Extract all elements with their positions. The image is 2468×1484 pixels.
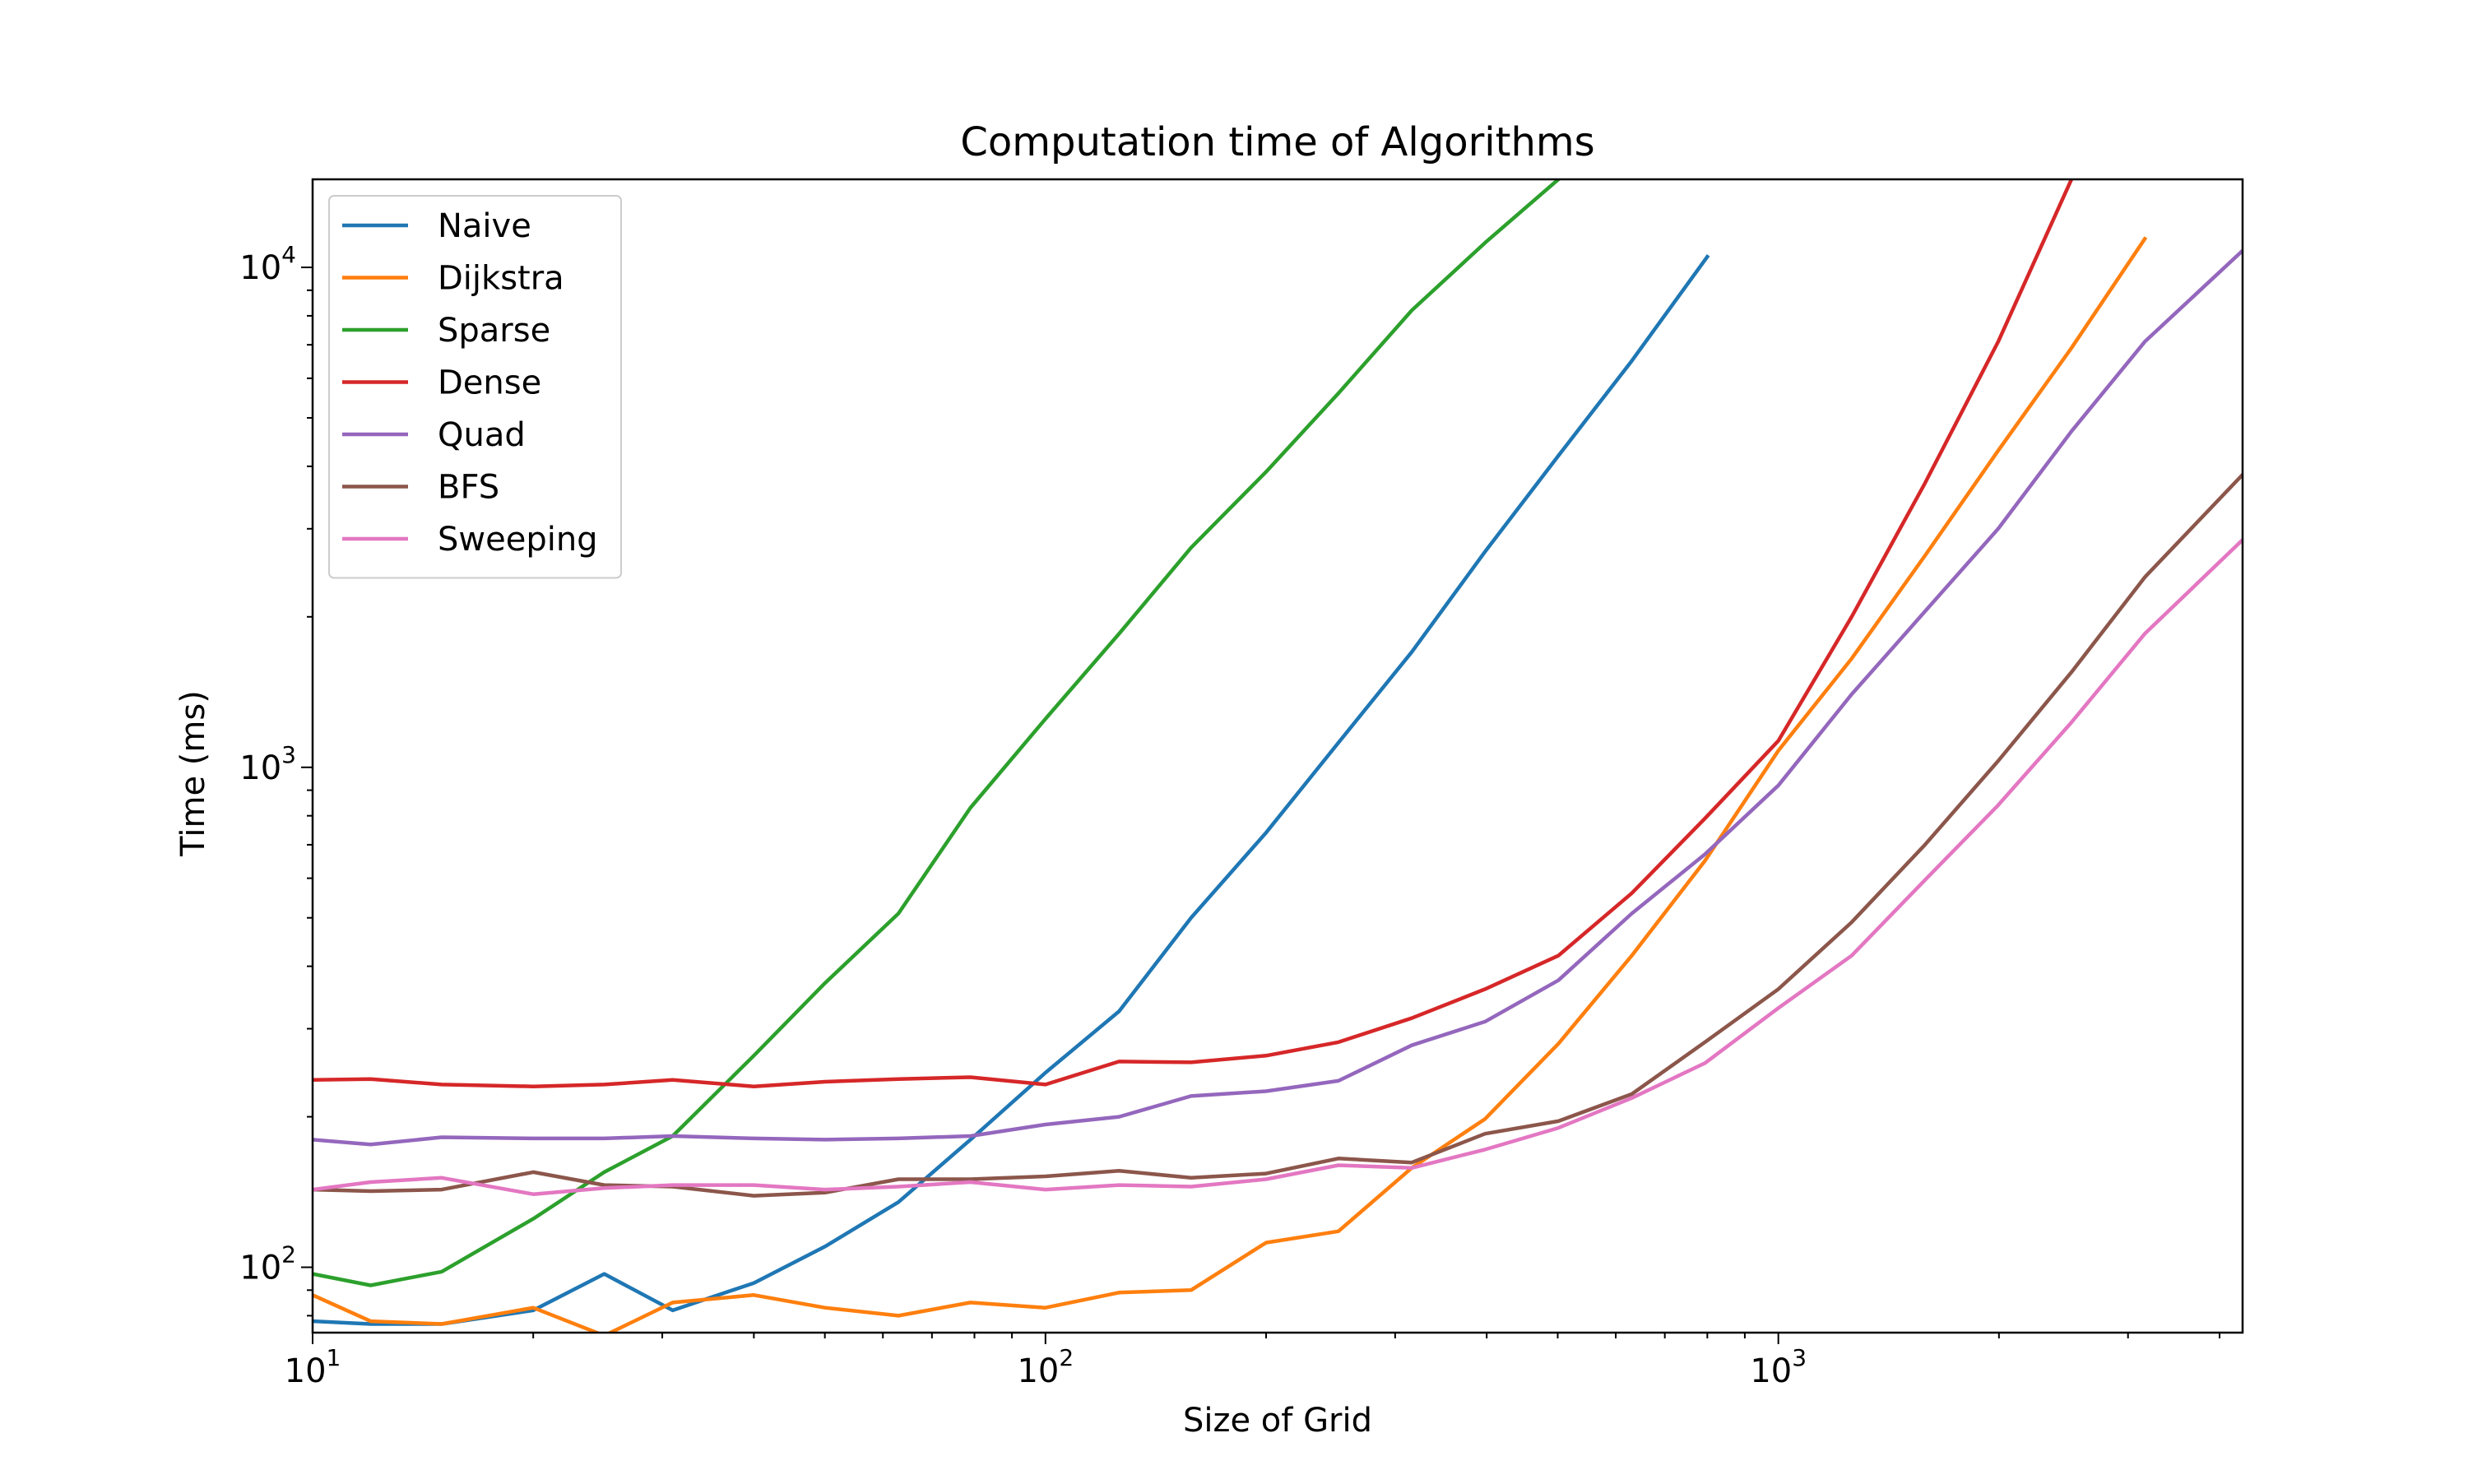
series-line-quad [313, 248, 2243, 1147]
y-axis-label: Time (ms) [174, 690, 212, 857]
y-axis-ticks: 102 103 104 [239, 241, 313, 1317]
x-tick-label: 101 [285, 1344, 341, 1390]
legend-label-bfs: BFS [438, 469, 499, 507]
x-axis-ticks: 101 102 103 [285, 1333, 2221, 1390]
series-line-dense [313, 179, 2074, 1088]
chart-title: Computation time of Algorithms [960, 119, 1594, 165]
series-line-dijkstra [313, 236, 2148, 1333]
series-line-naive [313, 253, 1710, 1326]
x-tick-label: 102 [1017, 1344, 1074, 1390]
legend-label-dijkstra: Dijkstra [438, 260, 564, 298]
legend-label-naive: Naive [438, 207, 531, 245]
legend-label-dense: Dense [438, 364, 541, 402]
legend-label-sweeping: Sweeping [438, 521, 598, 559]
y-tick-label: 102 [239, 1241, 296, 1287]
series-line-sparse [313, 179, 1561, 1287]
legend-label-quad: Quad [438, 416, 526, 454]
y-tick-label: 103 [239, 741, 296, 787]
series-layer [313, 179, 2243, 1333]
y-tick-label: 104 [239, 241, 296, 287]
plot-frame [311, 178, 2244, 1334]
legend-box [328, 195, 622, 579]
legend-label-sparse: Sparse [438, 312, 550, 350]
series-line-sweeping [313, 537, 2243, 1196]
x-axis-label: Size of Grid [1183, 1402, 1372, 1440]
legend: Naive Dijkstra Sparse Dense Quad BFS Sweeping [328, 195, 622, 579]
x-tick-label: 103 [1750, 1344, 1807, 1390]
